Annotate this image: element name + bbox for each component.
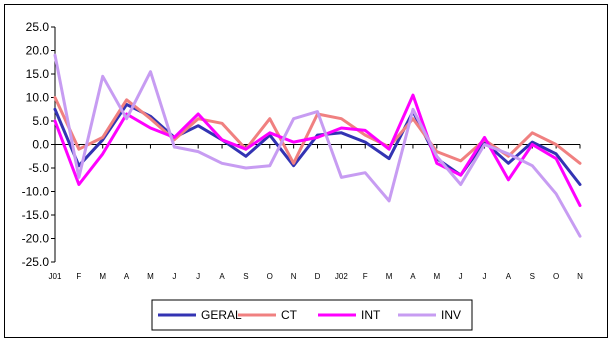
x-tick-label: J — [172, 272, 176, 281]
y-tick-label: -5.0 — [28, 161, 49, 175]
x-tick-label: J — [196, 272, 200, 281]
x-tick-label: A — [219, 272, 225, 281]
x-tick-label: J02 — [335, 272, 348, 281]
legend-label-int: INT — [361, 308, 381, 322]
y-tick-label: -15.0 — [22, 208, 50, 222]
y-tick-label: 15.0 — [26, 67, 50, 81]
x-tick-label: O — [553, 272, 559, 281]
x-tick-label: A — [410, 272, 416, 281]
x-tick-label: S — [243, 272, 248, 281]
x-tick-label: A — [124, 272, 130, 281]
x-tick-label: J — [459, 272, 463, 281]
x-tick-label: N — [291, 272, 297, 281]
series-line-int — [53, 93, 582, 208]
line-chart: 25.0 20.0 15.0 10.0 5.0 0.0 -5.0 -10.0 -15.0 -20.… — [22, 20, 583, 331]
chart-frame: 25.0 20.0 15.0 10.0 5.0 0.0 -5.0 -10.0 -15.0 -20.… — [4, 4, 608, 338]
y-tick-label: -20.0 — [22, 232, 50, 246]
y-tick-label: 0.0 — [32, 138, 49, 152]
y-tick-label: 10.0 — [26, 91, 50, 105]
legend-label-ct: CT — [281, 308, 298, 322]
y-tick-label: 25.0 — [26, 20, 50, 34]
legend: GERAL CT INT INV — [151, 299, 473, 331]
x-tick-label: S — [530, 272, 535, 281]
y-tick-label: -10.0 — [22, 185, 50, 199]
series-lines — [53, 53, 582, 238]
axes: 25.0 20.0 15.0 10.0 5.0 0.0 -5.0 -10.0 -15.0 -20.… — [22, 20, 583, 281]
x-tick-label: D — [315, 272, 321, 281]
x-tick-label: A — [506, 272, 512, 281]
x-tick-label: M — [147, 272, 154, 281]
x-tick-label: J01 — [49, 272, 62, 281]
legend-label-inv: INV — [441, 308, 461, 322]
x-tick-label: F — [363, 272, 368, 281]
legend-label-geral: GERAL — [201, 308, 242, 322]
y-tick-label: -25.0 — [22, 255, 50, 269]
x-tick-label: F — [76, 272, 81, 281]
x-tick-label: N — [577, 272, 583, 281]
x-tick-label: M — [433, 272, 440, 281]
x-tick-label: M — [386, 272, 393, 281]
y-tick-label: 5.0 — [32, 114, 49, 128]
y-tick-label: 20.0 — [26, 44, 50, 58]
series-line-inv — [53, 53, 582, 238]
x-tick-label: O — [267, 272, 273, 281]
x-tick-label: J — [483, 272, 487, 281]
x-tick-label: M — [99, 272, 106, 281]
